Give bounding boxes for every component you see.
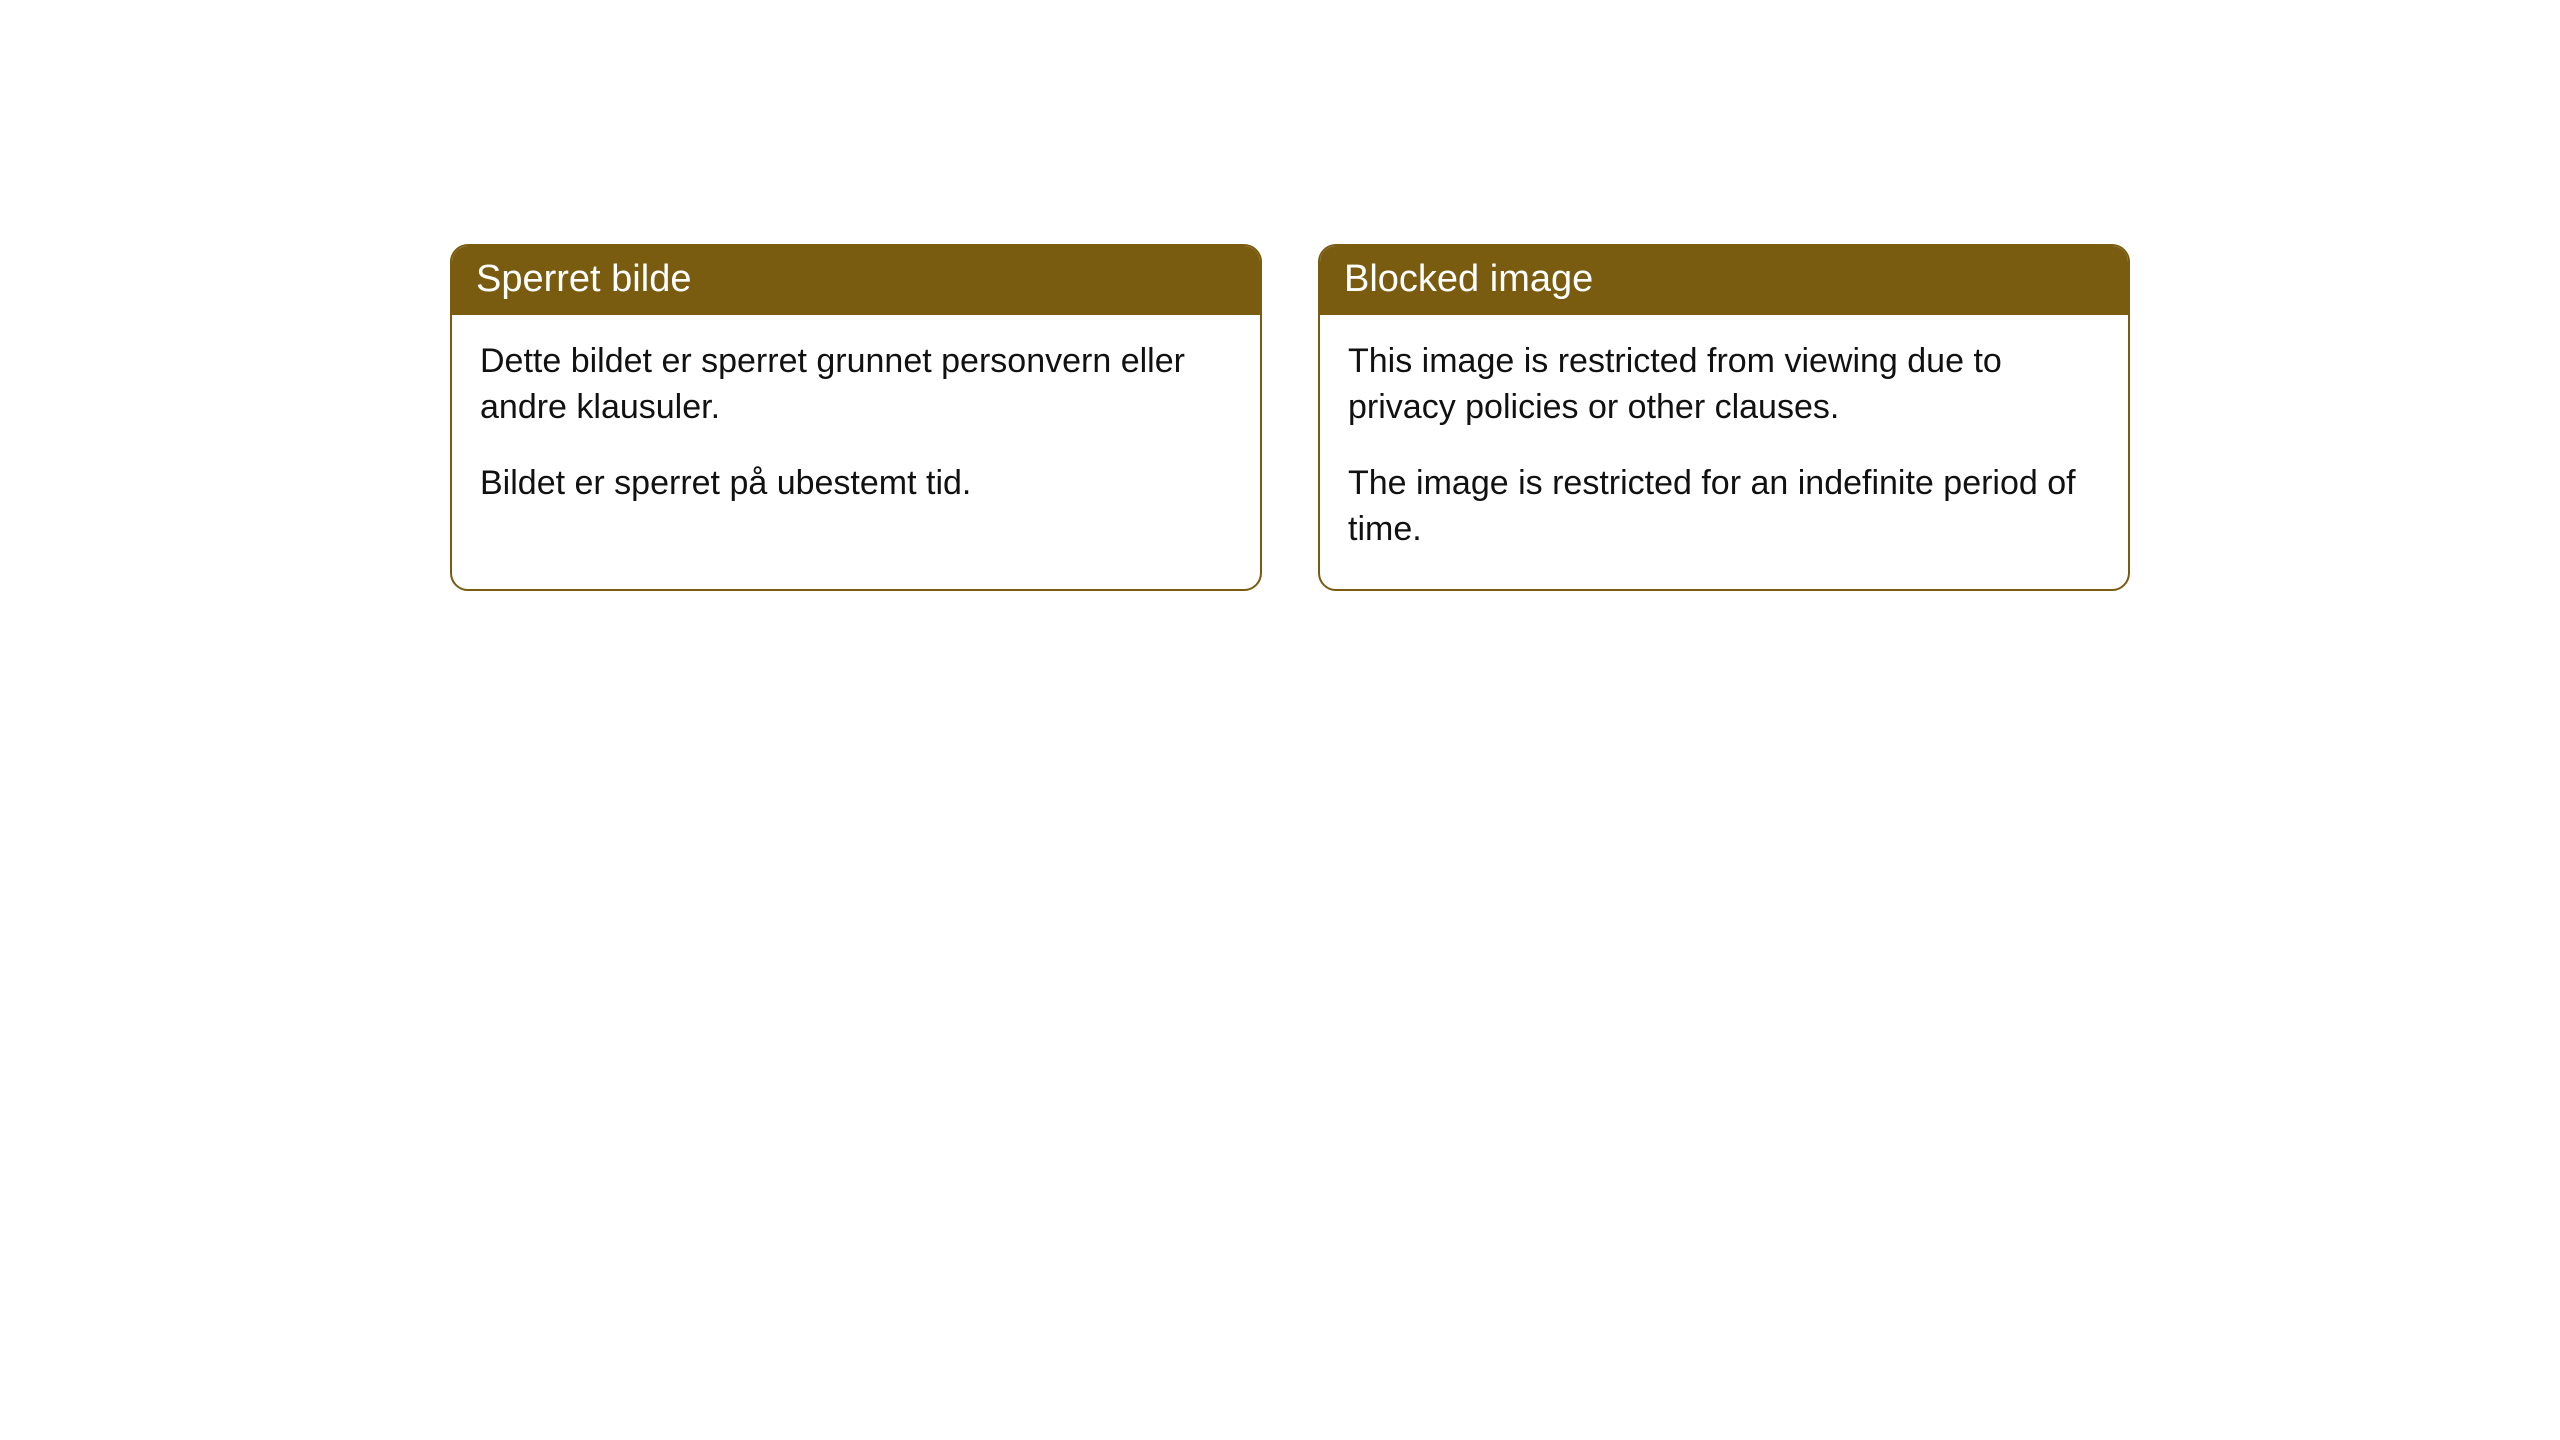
notice-card-english: Blocked image This image is restricted f… <box>1318 244 2130 591</box>
card-body: Dette bildet er sperret grunnet personve… <box>452 315 1260 543</box>
notice-card-norwegian: Sperret bilde Dette bildet er sperret gr… <box>450 244 1262 591</box>
card-paragraph-2: The image is restricted for an indefinit… <box>1348 461 2100 553</box>
card-paragraph-1: This image is restricted from viewing du… <box>1348 339 2100 431</box>
notice-container: Sperret bilde Dette bildet er sperret gr… <box>0 0 2560 591</box>
card-title: Blocked image <box>1344 258 1593 300</box>
card-body: This image is restricted from viewing du… <box>1320 315 2128 589</box>
card-paragraph-2: Bildet er sperret på ubestemt tid. <box>480 461 1232 507</box>
card-header: Blocked image <box>1320 246 2128 315</box>
card-title: Sperret bilde <box>476 258 691 300</box>
card-header: Sperret bilde <box>452 246 1260 315</box>
card-paragraph-1: Dette bildet er sperret grunnet personve… <box>480 339 1232 431</box>
